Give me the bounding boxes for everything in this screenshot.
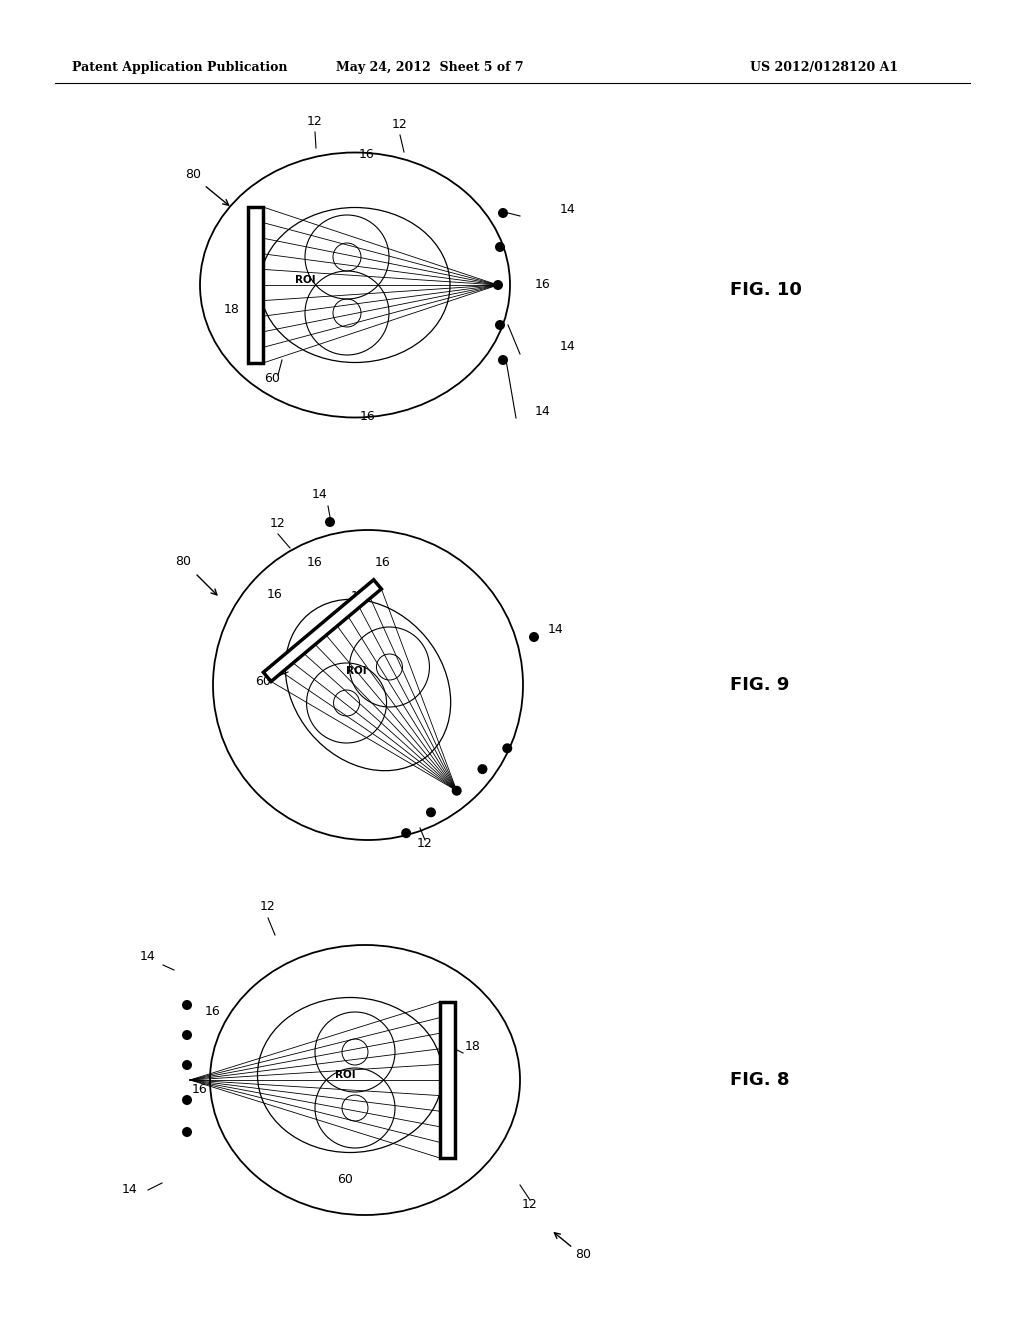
Text: 16: 16 [193, 1082, 208, 1096]
Circle shape [325, 517, 335, 527]
Text: FIG. 10: FIG. 10 [730, 281, 802, 300]
Circle shape [182, 1096, 193, 1105]
Text: 12: 12 [307, 115, 323, 128]
Polygon shape [263, 579, 381, 681]
Circle shape [495, 319, 505, 330]
Text: ROI: ROI [295, 275, 315, 285]
Text: ROI: ROI [335, 1071, 355, 1080]
Text: 80: 80 [185, 168, 201, 181]
Text: 18: 18 [224, 304, 240, 315]
Text: FIG. 8: FIG. 8 [730, 1071, 790, 1089]
Text: 16: 16 [267, 587, 283, 601]
Text: 12: 12 [270, 517, 286, 531]
Text: 14: 14 [122, 1183, 138, 1196]
Text: 12: 12 [522, 1199, 538, 1210]
Circle shape [182, 1060, 193, 1071]
Circle shape [529, 632, 539, 642]
Text: 14: 14 [535, 405, 551, 418]
Text: 12: 12 [260, 900, 275, 913]
Text: 80: 80 [175, 554, 191, 568]
Circle shape [182, 1127, 193, 1137]
Circle shape [498, 209, 508, 218]
Text: 12: 12 [392, 117, 408, 131]
Text: 14: 14 [140, 950, 156, 964]
Text: 16: 16 [359, 148, 375, 161]
Text: 18: 18 [351, 590, 367, 603]
Circle shape [495, 242, 505, 252]
Text: 16: 16 [375, 556, 391, 569]
Text: 60: 60 [255, 675, 271, 688]
Text: ROI: ROI [346, 667, 367, 676]
Circle shape [498, 355, 508, 366]
Circle shape [426, 808, 436, 817]
Text: 16: 16 [360, 411, 376, 422]
Text: May 24, 2012  Sheet 5 of 7: May 24, 2012 Sheet 5 of 7 [336, 62, 524, 74]
Text: 60: 60 [337, 1173, 353, 1185]
Circle shape [502, 743, 512, 754]
Text: 60: 60 [264, 372, 280, 385]
Polygon shape [248, 207, 263, 363]
Circle shape [182, 1030, 193, 1040]
Text: FIG. 9: FIG. 9 [730, 676, 790, 694]
Text: 16: 16 [307, 556, 323, 569]
Circle shape [493, 280, 503, 290]
Text: 18: 18 [465, 1040, 481, 1053]
Circle shape [182, 1001, 193, 1010]
Circle shape [477, 764, 487, 774]
Circle shape [452, 785, 462, 796]
Text: 12: 12 [417, 837, 433, 850]
Text: 14: 14 [548, 623, 564, 636]
Text: 16: 16 [205, 1005, 221, 1018]
Circle shape [401, 828, 412, 838]
Text: 80: 80 [575, 1247, 591, 1261]
Polygon shape [440, 1002, 455, 1158]
Text: 14: 14 [560, 203, 575, 216]
Text: 16: 16 [535, 279, 551, 290]
Text: Patent Application Publication: Patent Application Publication [72, 62, 288, 74]
Text: US 2012/0128120 A1: US 2012/0128120 A1 [750, 62, 898, 74]
Text: 14: 14 [312, 488, 328, 502]
Text: 14: 14 [560, 341, 575, 352]
